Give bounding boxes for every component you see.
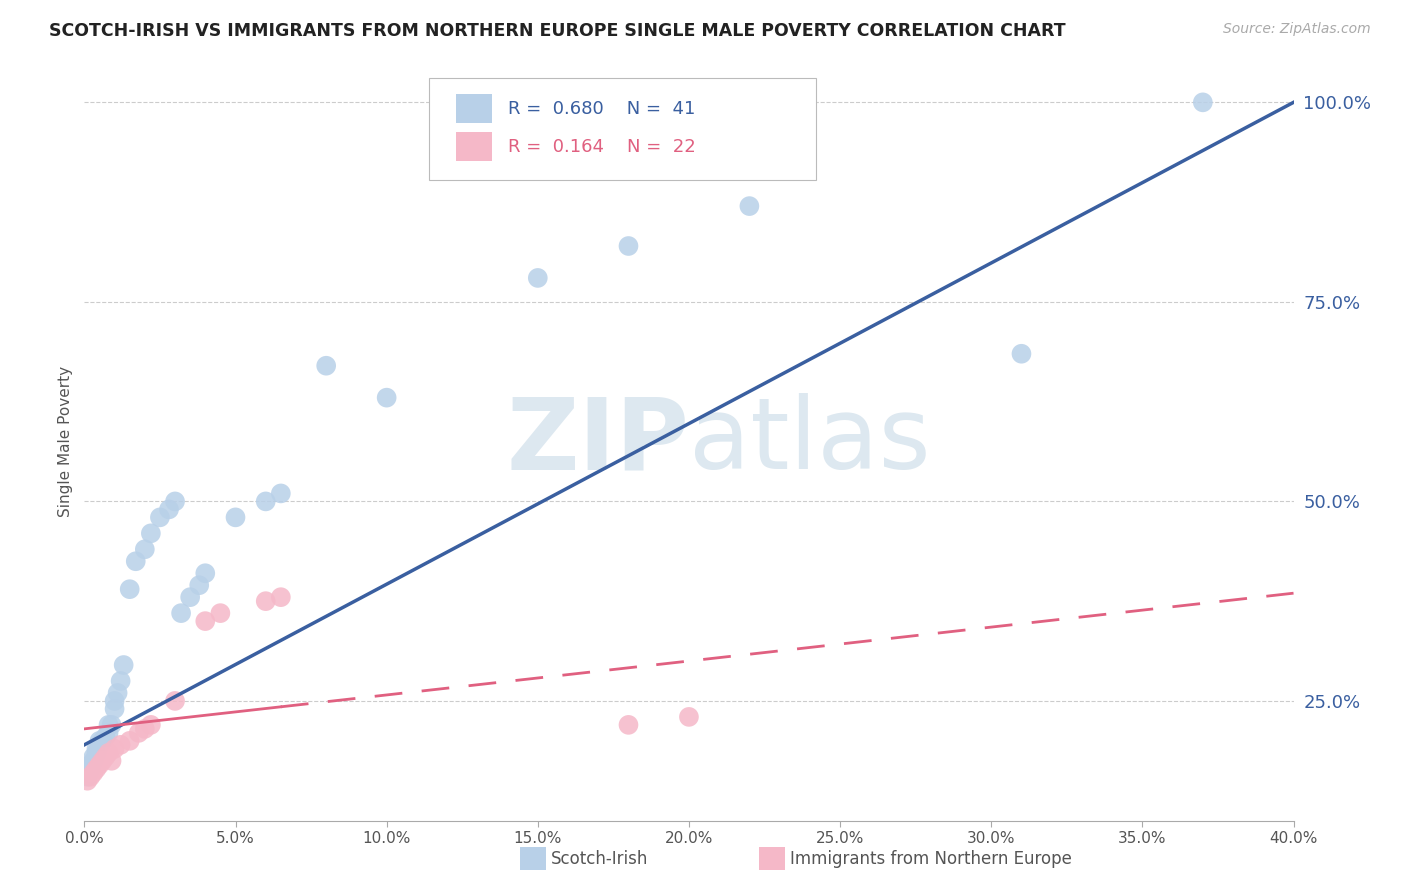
Point	[270, 590, 292, 604]
Point	[170, 606, 193, 620]
Point	[375, 391, 398, 405]
Bar	[456, 95, 492, 123]
Point	[79, 762, 101, 776]
Point	[79, 770, 101, 784]
Point	[104, 694, 127, 708]
Text: Immigrants from Northern Europe: Immigrants from Northern Europe	[790, 850, 1071, 868]
Point	[139, 718, 162, 732]
Point	[76, 765, 98, 780]
Point	[76, 770, 98, 784]
Point	[82, 765, 104, 780]
Point	[89, 738, 111, 752]
Point	[110, 738, 132, 752]
Point	[1011, 347, 1033, 361]
Text: SCOTCH-IRISH VS IMMIGRANTS FROM NORTHERN EUROPE SINGLE MALE POVERTY CORRELATION : SCOTCH-IRISH VS IMMIGRANTS FROM NORTHERN…	[49, 22, 1066, 40]
Point	[617, 239, 640, 253]
Point	[254, 594, 277, 608]
Point	[97, 718, 120, 732]
Point	[209, 606, 232, 620]
Point	[91, 734, 114, 748]
Point	[254, 494, 277, 508]
Point	[104, 741, 127, 756]
Point	[118, 582, 141, 597]
Text: R =  0.680    N =  41: R = 0.680 N = 41	[508, 100, 695, 118]
Point	[100, 718, 122, 732]
Point	[270, 486, 292, 500]
Point	[165, 494, 187, 508]
Point	[76, 773, 98, 788]
Point	[79, 757, 101, 772]
Point	[149, 510, 172, 524]
Point	[128, 726, 150, 740]
Point	[134, 722, 156, 736]
Point	[118, 734, 141, 748]
Point	[165, 694, 187, 708]
Point	[86, 746, 108, 760]
Point	[86, 762, 108, 776]
Point	[110, 673, 132, 688]
Point	[527, 271, 550, 285]
FancyBboxPatch shape	[429, 78, 815, 180]
Point	[139, 526, 162, 541]
Point	[1192, 95, 1215, 110]
Point	[738, 199, 761, 213]
Point	[100, 754, 122, 768]
Bar	[456, 132, 492, 161]
Text: Scotch-Irish: Scotch-Irish	[551, 850, 648, 868]
Point	[125, 554, 148, 568]
Point	[194, 566, 217, 581]
Text: Source: ZipAtlas.com: Source: ZipAtlas.com	[1223, 22, 1371, 37]
Point	[94, 730, 117, 744]
Text: atlas: atlas	[689, 393, 931, 490]
Point	[179, 590, 201, 604]
Point	[97, 746, 120, 760]
Point	[157, 502, 180, 516]
Point	[97, 726, 120, 740]
Point	[94, 749, 117, 764]
Point	[86, 741, 108, 756]
Point	[107, 686, 129, 700]
Text: ZIP: ZIP	[506, 393, 689, 490]
Text: R =  0.164    N =  22: R = 0.164 N = 22	[508, 137, 696, 155]
Point	[188, 578, 211, 592]
Point	[617, 718, 640, 732]
Point	[112, 658, 135, 673]
Point	[89, 757, 111, 772]
Point	[194, 614, 217, 628]
Point	[134, 542, 156, 557]
Point	[104, 702, 127, 716]
Y-axis label: Single Male Poverty: Single Male Poverty	[58, 366, 73, 517]
Point	[82, 749, 104, 764]
Point	[315, 359, 337, 373]
Point	[225, 510, 247, 524]
Point	[89, 734, 111, 748]
Point	[82, 754, 104, 768]
Point	[91, 754, 114, 768]
Point	[678, 710, 700, 724]
